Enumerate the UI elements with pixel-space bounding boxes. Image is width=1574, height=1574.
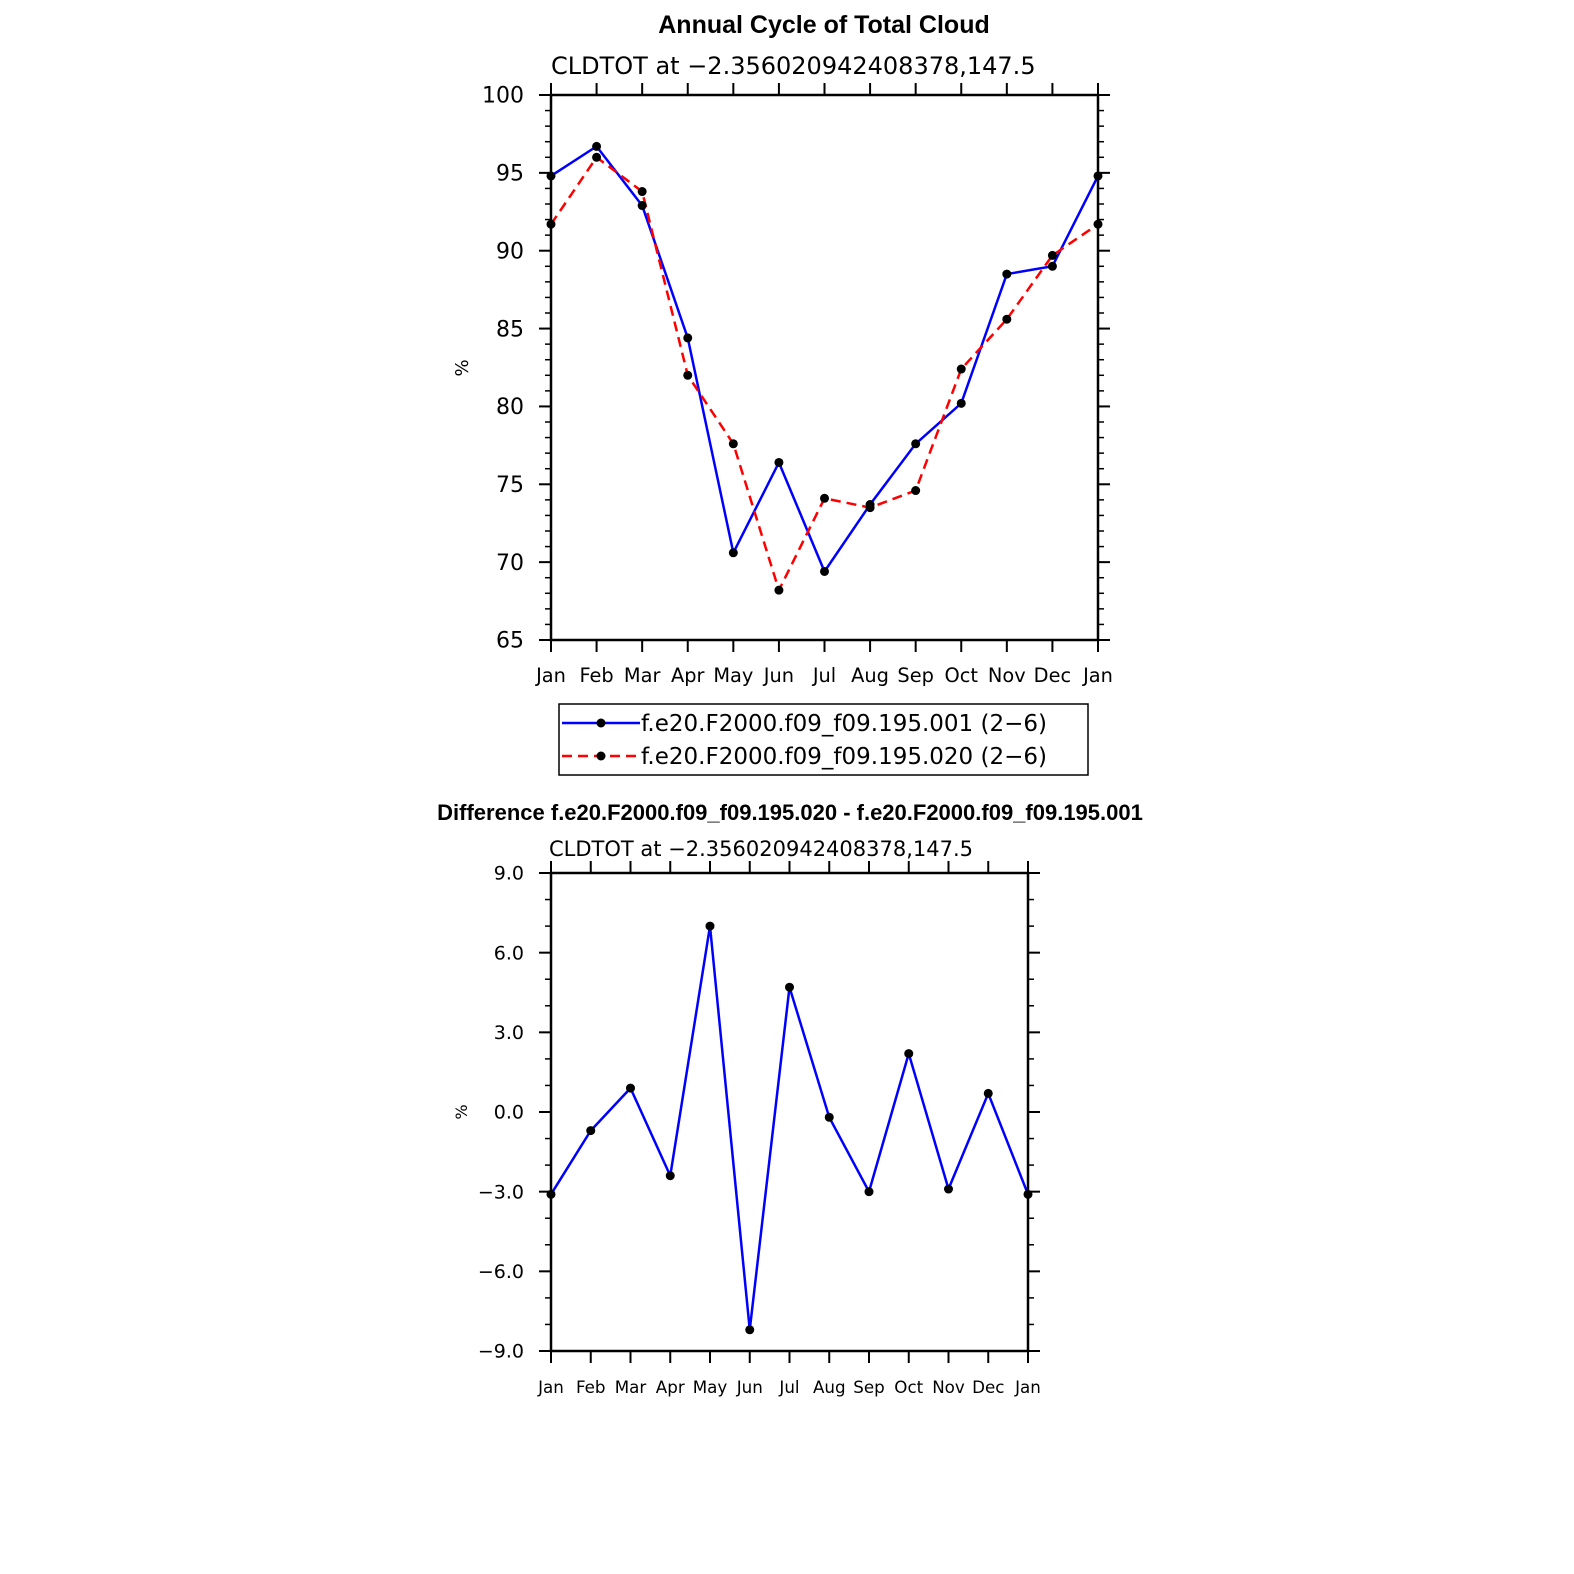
data-point bbox=[1002, 314, 1012, 324]
x-tick-label: Jul bbox=[812, 664, 836, 687]
data-point bbox=[911, 439, 921, 449]
x-tick-label: Jan bbox=[1082, 664, 1113, 687]
chart2-subtitle: CLDTOT at −2.356020942408378,147.5 bbox=[549, 837, 973, 861]
data-point bbox=[956, 364, 966, 374]
data-point bbox=[683, 370, 693, 380]
data-point bbox=[824, 1112, 834, 1122]
plot-frame bbox=[549, 93, 1100, 642]
x-tick-label: Jun bbox=[736, 1377, 763, 1397]
y-tick-label: 65 bbox=[496, 629, 524, 654]
data-point bbox=[665, 1171, 675, 1181]
data-point bbox=[637, 187, 647, 197]
y-tick-label: −9.0 bbox=[478, 1341, 524, 1363]
y-tick-label: −6.0 bbox=[478, 1261, 524, 1283]
y-tick-label: 6.0 bbox=[494, 942, 524, 964]
data-point bbox=[774, 585, 784, 595]
legend-entry-1: f.e20.F2000.f09_f09.195.001 (2−6) bbox=[641, 711, 1047, 737]
x-tick-label: Oct bbox=[894, 1377, 923, 1397]
data-point bbox=[864, 1187, 874, 1197]
chart1-ylabel: % bbox=[452, 359, 473, 376]
chart2-ylabel: % bbox=[452, 1104, 471, 1119]
data-point bbox=[1047, 261, 1057, 271]
data-point bbox=[728, 548, 738, 558]
x-tick-label: Nov bbox=[988, 664, 1026, 687]
data-point bbox=[820, 493, 829, 503]
x-tick-label: May bbox=[713, 664, 753, 687]
x-tick-label: Jan bbox=[537, 1377, 564, 1397]
legend-entry-2: f.e20.F2000.f09_f09.195.020 (2−6) bbox=[641, 744, 1047, 770]
data-point bbox=[904, 1049, 914, 1059]
plot-frame bbox=[549, 871, 1030, 1353]
y-tick-label: 95 bbox=[496, 162, 524, 187]
data-point bbox=[1002, 269, 1012, 279]
data-point bbox=[944, 1184, 953, 1194]
data-point bbox=[785, 982, 794, 992]
x-tick-label: Feb bbox=[576, 1377, 606, 1397]
data-point bbox=[1047, 250, 1057, 260]
x-tick-label: Mar bbox=[615, 1377, 647, 1397]
chart1-plot: 65 70 75 80 85 90 95 100 Jan Feb Mar Apr May Jun Jul Au… bbox=[482, 83, 1113, 687]
x-tick-label: Sep bbox=[897, 664, 934, 687]
x-tick-label: Sep bbox=[853, 1377, 884, 1397]
x-tick-label: Dec bbox=[1034, 664, 1071, 687]
x-tick-label: Oct bbox=[945, 664, 979, 687]
series-line bbox=[549, 155, 1099, 594]
y-tick-label: −3.0 bbox=[478, 1181, 524, 1203]
x-tick-label: Jul bbox=[778, 1377, 799, 1397]
chart1-title: Annual Cycle of Total Cloud bbox=[658, 11, 989, 39]
data-point bbox=[745, 1325, 755, 1335]
x-tick-label: Apr bbox=[656, 1377, 685, 1397]
data-point bbox=[626, 1083, 635, 1093]
y-tick-label: 85 bbox=[496, 317, 524, 342]
x-tick-label: Jan bbox=[535, 664, 566, 687]
y-tick-label: 3.0 bbox=[494, 1022, 524, 1044]
x-tick-label: Mar bbox=[624, 664, 661, 687]
chart1-legend: f.e20.F2000.f09_f09.195.001 (2−6) f.e20.… bbox=[558, 703, 1089, 776]
data-point bbox=[911, 486, 921, 496]
chart1-subtitle: CLDTOT at −2.356020942408378,147.5 bbox=[551, 52, 1036, 80]
data-point bbox=[592, 141, 602, 151]
data-point bbox=[820, 566, 829, 576]
chart2-plot: −9.0 −6.0 −3.0 0.0 3.0 6.0 9.0 Jan Feb Mar Apr May J… bbox=[478, 861, 1041, 1397]
data-point bbox=[637, 201, 647, 211]
y-tick-label: 80 bbox=[496, 395, 524, 420]
data-point bbox=[956, 398, 966, 408]
data-point bbox=[586, 1126, 596, 1136]
data-point bbox=[983, 1088, 993, 1098]
data-point bbox=[728, 439, 738, 449]
data-point bbox=[774, 457, 784, 467]
data-point bbox=[865, 503, 875, 513]
y-tick-label: 90 bbox=[496, 239, 524, 264]
x-tick-label: Apr bbox=[671, 664, 705, 687]
data-point bbox=[592, 152, 602, 162]
data-point bbox=[705, 921, 715, 931]
x-tick-label: Dec bbox=[972, 1377, 1004, 1397]
x-tick-label: May bbox=[693, 1377, 728, 1397]
y-tick-label: 0.0 bbox=[494, 1102, 524, 1124]
chart2-title: Difference f.e20.F2000.f09_f09.195.020 -… bbox=[437, 800, 1143, 825]
x-tick-label: Aug bbox=[851, 664, 889, 687]
y-tick-label: 75 bbox=[496, 473, 524, 498]
x-tick-label: Jan bbox=[1014, 1377, 1041, 1397]
x-tick-label: Jun bbox=[763, 664, 794, 687]
data-point bbox=[683, 333, 693, 343]
x-tick-label: Feb bbox=[579, 664, 613, 687]
y-tick-label: 70 bbox=[496, 551, 524, 576]
x-tick-label: Nov bbox=[932, 1377, 965, 1397]
x-tick-label: Aug bbox=[813, 1377, 846, 1397]
series-line bbox=[550, 144, 1100, 575]
y-tick-label: 9.0 bbox=[494, 863, 524, 885]
y-tick-label: 100 bbox=[482, 84, 524, 109]
